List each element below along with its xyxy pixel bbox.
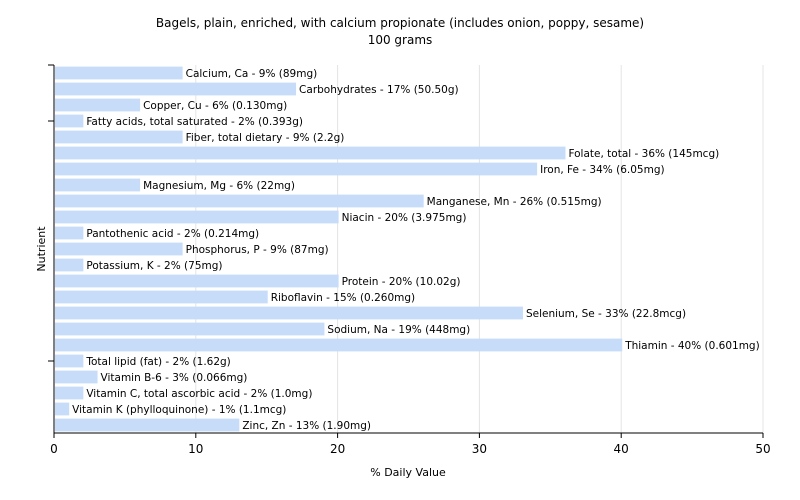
- y-ticks: [48, 64, 54, 362]
- bar: [55, 402, 70, 416]
- bar: [55, 130, 183, 144]
- bar: [55, 98, 141, 112]
- bar-label: Zinc, Zn - 13% (1.90mg): [242, 420, 371, 432]
- chart-title: Bagels, plain, enriched, with calcium pr…: [156, 16, 644, 30]
- bar-label: Protein - 20% (10.02g): [342, 276, 461, 288]
- bar-label: Copper, Cu - 6% (0.130mg): [143, 100, 287, 112]
- axes: [53, 65, 763, 434]
- bar: [55, 178, 141, 192]
- bar-label: Pantothenic acid - 2% (0.214mg): [86, 228, 259, 240]
- bar: [55, 290, 268, 304]
- bar: [55, 162, 538, 176]
- x-tick-label: 40: [614, 442, 629, 456]
- bar-label: Potassium, K - 2% (75mg): [86, 260, 222, 272]
- bar: [55, 338, 623, 352]
- x-tick-label: 50: [755, 442, 770, 456]
- bar-label: Calcium, Ca - 9% (89mg): [186, 68, 318, 80]
- y-axis-title: Nutrient: [35, 226, 48, 272]
- x-ticks: 0 10 20 30 40 50: [50, 433, 771, 456]
- chart-subtitle: 100 grams: [368, 33, 433, 47]
- x-tick-label: 30: [472, 442, 487, 456]
- bar-label: Niacin - 20% (3.975mg): [342, 212, 467, 224]
- bar: [55, 354, 84, 368]
- bar: [55, 418, 240, 432]
- bar: [55, 66, 183, 80]
- x-tick-label: 10: [188, 442, 203, 456]
- x-axis-title: % Daily Value: [370, 466, 446, 479]
- bar-label: Iron, Fe - 34% (6.05mg): [540, 164, 664, 176]
- bar-label: Thiamin - 40% (0.601mg): [624, 340, 760, 352]
- bar-label: Total lipid (fat) - 2% (1.62g): [85, 356, 230, 368]
- bar: [55, 322, 325, 336]
- bar-label: Folate, total - 36% (145mcg): [568, 148, 719, 160]
- bar-label: Vitamin B-6 - 3% (0.066mg): [101, 372, 248, 384]
- x-tick-label: 20: [330, 442, 345, 456]
- bar-label: Carbohydrates - 17% (50.50g): [299, 84, 459, 96]
- bar-label: Fiber, total dietary - 9% (2.2g): [186, 132, 345, 144]
- bar: [55, 194, 424, 208]
- bar-label: Phosphorus, P - 9% (87mg): [186, 244, 329, 256]
- bar: [55, 370, 98, 384]
- bars: Calcium, Ca - 9% (89mg) Carbohydrates - 1…: [55, 66, 760, 432]
- bar: [55, 146, 566, 160]
- bar: [55, 242, 183, 256]
- bar: [55, 226, 84, 240]
- bar: [55, 82, 297, 96]
- bar-label: Magnesium, Mg - 6% (22mg): [143, 180, 295, 192]
- x-tick-label: 0: [50, 442, 58, 456]
- bar: [55, 258, 84, 272]
- bar-label: Riboflavin - 15% (0.260mg): [271, 292, 415, 304]
- bar-label: Vitamin K (phylloquinone) - 1% (1.1mcg): [72, 404, 286, 416]
- bar: [55, 306, 523, 320]
- bar-label: Vitamin C, total ascorbic acid - 2% (1.0…: [86, 388, 312, 400]
- bar-label: Selenium, Se - 33% (22.8mcg): [526, 308, 686, 320]
- bar-label: Manganese, Mn - 26% (0.515mg): [427, 196, 602, 208]
- gridlines: [195, 65, 764, 433]
- bar-label: Fatty acids, total saturated - 2% (0.393…: [86, 116, 303, 128]
- bar: [55, 386, 84, 400]
- bar: [55, 210, 339, 224]
- bar: [55, 114, 84, 128]
- bar-label: Sodium, Na - 19% (448mg): [327, 324, 470, 336]
- bar: [55, 274, 339, 288]
